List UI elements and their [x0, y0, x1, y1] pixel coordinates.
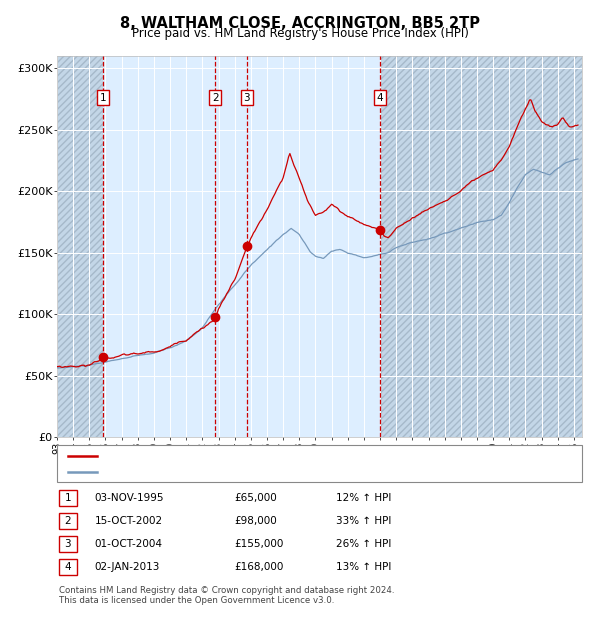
Text: 03-NOV-1995: 03-NOV-1995	[95, 493, 164, 503]
Text: 2: 2	[212, 93, 218, 103]
Text: 3: 3	[64, 539, 71, 549]
Bar	[380, 56, 582, 437]
Text: 02-JAN-2013: 02-JAN-2013	[95, 562, 160, 572]
Text: £98,000: £98,000	[234, 516, 277, 526]
Text: 33% ↑ HPI: 33% ↑ HPI	[336, 516, 391, 526]
Text: 15-OCT-2002: 15-OCT-2002	[95, 516, 163, 526]
Text: 8, WALTHAM CLOSE, ACCRINGTON, BB5 2TP: 8, WALTHAM CLOSE, ACCRINGTON, BB5 2TP	[120, 16, 480, 30]
Text: 26% ↑ HPI: 26% ↑ HPI	[336, 539, 391, 549]
Bar	[57, 56, 103, 437]
Text: 12% ↑ HPI: 12% ↑ HPI	[336, 493, 391, 503]
Text: 4: 4	[64, 562, 71, 572]
Text: £155,000: £155,000	[234, 539, 283, 549]
Text: 1: 1	[64, 493, 71, 503]
Text: 2: 2	[64, 516, 71, 526]
Text: £168,000: £168,000	[234, 562, 283, 572]
Text: 13% ↑ HPI: 13% ↑ HPI	[336, 562, 391, 572]
Text: Contains HM Land Registry data © Crown copyright and database right 2024.
This d: Contains HM Land Registry data © Crown c…	[59, 586, 394, 605]
Text: 8, WALTHAM CLOSE, ACCRINGTON, BB5 2TP (detached house): 8, WALTHAM CLOSE, ACCRINGTON, BB5 2TP (d…	[103, 451, 425, 461]
Text: 3: 3	[244, 93, 250, 103]
Text: 4: 4	[377, 93, 383, 103]
Text: HPI: Average price, detached house, Hyndburn: HPI: Average price, detached house, Hynd…	[103, 467, 347, 477]
Text: Price paid vs. HM Land Registry's House Price Index (HPI): Price paid vs. HM Land Registry's House …	[131, 27, 469, 40]
Text: 01-OCT-2004: 01-OCT-2004	[95, 539, 163, 549]
Text: £65,000: £65,000	[234, 493, 277, 503]
Text: 1: 1	[100, 93, 106, 103]
